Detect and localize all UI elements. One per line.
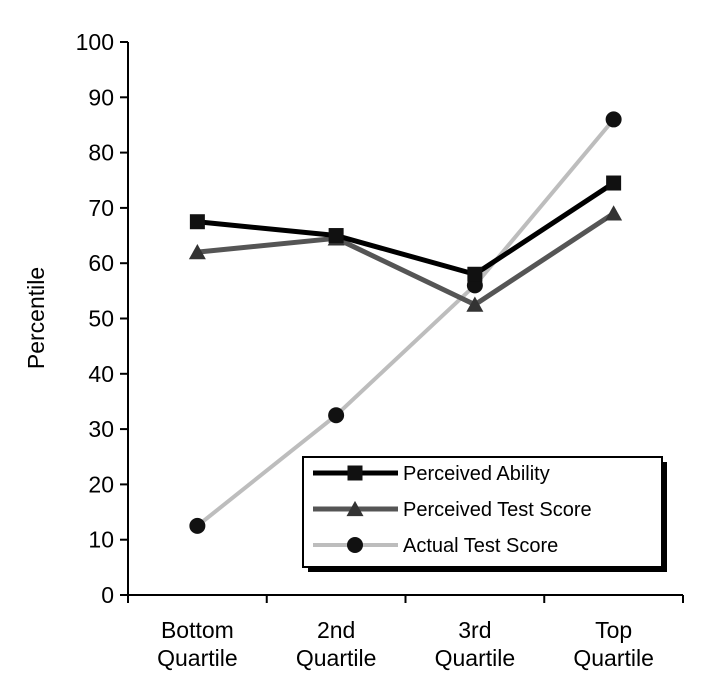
x-tick-label: Bottom <box>161 617 234 643</box>
data-point <box>188 244 206 260</box>
x-tick-label: 2nd <box>317 617 355 643</box>
series-line <box>194 210 617 308</box>
legend-item: Actual Test Score <box>313 535 558 557</box>
data-point <box>189 214 205 230</box>
legend-label: Actual Test Score <box>403 535 558 557</box>
legend-box <box>302 456 663 568</box>
y-tick-label: 70 <box>88 195 114 221</box>
y-tick-label: 100 <box>76 29 114 55</box>
legend-items: Perceived Ability Perceived Test Score Act… <box>313 463 592 557</box>
y-tick-label: 60 <box>88 250 114 276</box>
data-point <box>606 175 622 191</box>
legend: Perceived Ability Perceived Test Score Act… <box>302 456 667 572</box>
legend-swatch-marker <box>346 500 364 517</box>
x-tick-label: 3rd <box>458 617 491 643</box>
x-tick-label: Quartile <box>157 645 238 671</box>
y-tick-label: 20 <box>88 471 114 497</box>
data-point <box>328 228 344 244</box>
x-tick-label: Quartile <box>435 645 516 671</box>
x-tick-label: Quartile <box>573 645 654 671</box>
data-point <box>466 296 484 312</box>
series-layer <box>188 111 623 534</box>
legend-item: Perceived Test Score <box>313 499 592 521</box>
legend-item: Perceived Ability <box>313 463 550 485</box>
y-tick-label: 40 <box>88 361 114 387</box>
x-ticks: BottomQuartile2ndQuartile3rdQuartileTopQ… <box>127 595 684 671</box>
data-point <box>605 205 623 221</box>
y-tick-label: 90 <box>88 84 114 110</box>
y-ticks: 0 10 20 30 40 50 60 70 80 90 100 <box>76 29 128 608</box>
y-tick-label: 50 <box>88 306 114 332</box>
series-line <box>195 117 616 528</box>
legend-label: Perceived Ability <box>403 463 550 485</box>
series-perceived-ability <box>189 175 622 282</box>
legend-swatch-marker <box>347 537 363 553</box>
y-tick-label: 30 <box>88 416 114 442</box>
x-tick-label: Quartile <box>296 645 377 671</box>
y-tick-label: 80 <box>88 140 114 166</box>
series-line <box>194 180 617 277</box>
legend-swatch-marker <box>347 465 363 481</box>
data-point <box>328 407 345 424</box>
series-perceived-test-score <box>188 205 623 312</box>
legend-label: Perceived Test Score <box>403 499 592 521</box>
data-point <box>467 266 483 282</box>
data-point <box>605 111 622 128</box>
y-tick-label: 10 <box>88 527 114 553</box>
data-point <box>189 517 206 534</box>
y-tick-label: 0 <box>101 582 114 608</box>
x-tick-label: Top <box>595 617 632 643</box>
y-axis-title: Percentile <box>23 267 49 369</box>
